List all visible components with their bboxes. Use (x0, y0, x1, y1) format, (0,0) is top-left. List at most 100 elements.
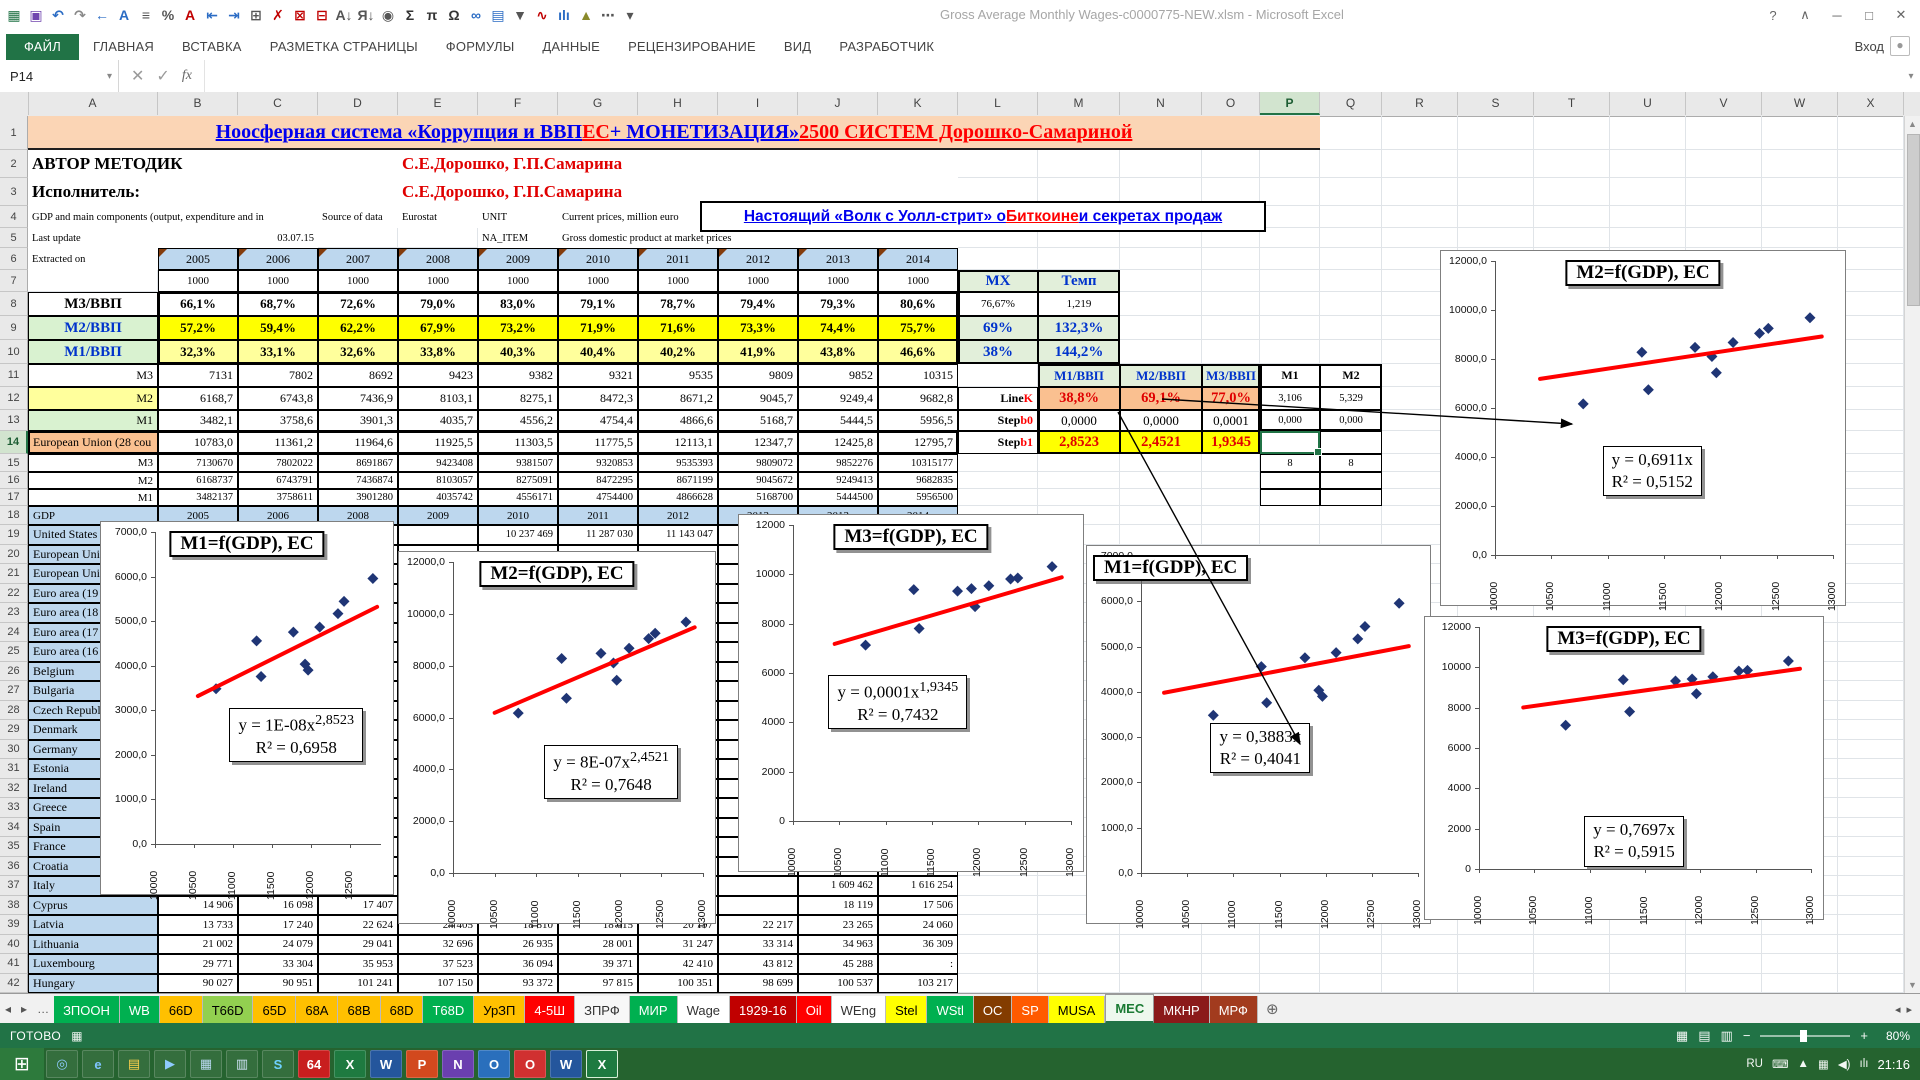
cell-X4[interactable] (1838, 206, 1904, 228)
cell-L42[interactable] (958, 973, 1038, 993)
cell-I13[interactable]: 5168,7 (718, 410, 798, 431)
cell-X41[interactable] (1838, 954, 1904, 974)
cell-F7[interactable]: 1000 (478, 270, 558, 292)
cell-X36[interactable] (1838, 856, 1904, 876)
sheet-tab-Stel[interactable]: Stel (886, 996, 928, 1024)
cell-C12[interactable]: 6743,8 (238, 387, 318, 410)
insert-function-icon[interactable]: fx (181, 68, 192, 83)
cell-M13[interactable]: 0,0000 (1038, 410, 1120, 431)
cell-O8[interactable] (1202, 292, 1260, 316)
cell-N5[interactable] (1120, 228, 1202, 248)
cell-D40[interactable]: 29 041 (318, 934, 398, 954)
cell-K15[interactable]: 10315177 (878, 454, 958, 472)
cell-X25[interactable] (1838, 642, 1904, 662)
cell-P11[interactable]: М1 (1260, 364, 1320, 387)
cell-B11[interactable]: 7131 (158, 364, 238, 387)
cell-A17[interactable]: М1 (28, 489, 158, 506)
sheet-tab-1929-16[interactable]: 1929-16 (730, 996, 797, 1024)
cell-C17[interactable]: 3758611 (238, 489, 318, 506)
hidden-icons-arrow[interactable]: ▲ (1797, 1058, 1809, 1070)
cell-C5[interactable]: 03.07.15 (277, 232, 314, 244)
cell-J15[interactable]: 9852276 (798, 454, 878, 472)
cell-C13[interactable]: 3758,6 (238, 410, 318, 431)
cell-J17[interactable]: 5444500 (798, 489, 878, 506)
cell-F5[interactable]: NA_ITEM (482, 232, 529, 244)
cell-T42[interactable] (1534, 973, 1610, 993)
cell-C9[interactable]: 59,4% (238, 316, 318, 340)
cell-V4[interactable] (1686, 206, 1762, 228)
cell-G5[interactable]: Gross domestic product at market prices (562, 232, 732, 244)
area-chart-button[interactable]: ▲ (579, 7, 593, 23)
cell-H19[interactable]: 11 143 047 (638, 525, 718, 545)
cell-R39[interactable] (1382, 915, 1458, 935)
row-header-30[interactable]: 30 (0, 739, 28, 759)
minimize-button[interactable]: ─ (1832, 7, 1842, 23)
cell-P41[interactable] (1260, 954, 1320, 974)
cell-D10[interactable]: 32,6% (318, 340, 398, 364)
cell-Q3[interactable] (1320, 178, 1382, 206)
zoom-slider[interactable] (1760, 1029, 1851, 1042)
cell-A13[interactable]: М1 (28, 410, 158, 431)
cell-Q8[interactable] (1320, 292, 1382, 316)
cell-O39[interactable] (1202, 915, 1260, 935)
cell-E4[interactable]: Eurostat (402, 211, 437, 223)
row-header-15[interactable]: 15 (0, 454, 28, 472)
row-header-34[interactable]: 34 (0, 817, 28, 837)
row-header-33[interactable]: 33 (0, 798, 28, 818)
sheet-tab-MUSA[interactable]: MUSA (1048, 996, 1106, 1024)
cell-L9[interactable]: 69% (958, 316, 1038, 340)
cell-L15[interactable] (958, 454, 1038, 472)
cell-D42[interactable]: 101 241 (318, 973, 398, 993)
ribbon-tab-файл[interactable]: ФАЙЛ (6, 34, 79, 60)
cell-P13[interactable]: 0,000 (1260, 410, 1320, 431)
cell-O41[interactable] (1202, 954, 1260, 974)
cell-H14[interactable]: 12113,1 (638, 431, 718, 454)
cell-I7[interactable]: 1000 (718, 270, 798, 292)
cell-U42[interactable] (1610, 973, 1686, 993)
sheet-tab-WB[interactable]: WB (119, 996, 160, 1024)
cell-N40[interactable] (1120, 934, 1202, 954)
cell-I40[interactable]: 33 314 (718, 934, 798, 954)
cell-P2[interactable] (1260, 150, 1320, 178)
cell-F40[interactable]: 26 935 (478, 934, 558, 954)
cell-F11[interactable]: 9382 (478, 364, 558, 387)
cell-J42[interactable]: 100 537 (798, 973, 878, 993)
cell-K6[interactable]: 2014 (878, 248, 958, 270)
cell-Q42[interactable] (1320, 973, 1382, 993)
scroll-down-icon[interactable]: ▼ (1908, 980, 1917, 990)
cell-M40[interactable] (1038, 934, 1120, 954)
cell-C11[interactable]: 7802 (238, 364, 318, 387)
cell-N41[interactable] (1120, 954, 1202, 974)
paste-button[interactable]: ▼ (513, 7, 527, 23)
cell-X1[interactable] (1838, 116, 1904, 150)
cell-F42[interactable]: 93 372 (478, 973, 558, 993)
cell-K42[interactable]: 103 217 (878, 973, 958, 993)
cell-O6[interactable] (1202, 248, 1260, 270)
cell-J7[interactable]: 1000 (798, 270, 878, 292)
row-header-20[interactable]: 20 (0, 544, 28, 564)
column-header-G[interactable]: G (558, 92, 638, 115)
normal-view-icon[interactable]: ▦ (1675, 1027, 1689, 1043)
cell-L41[interactable] (958, 954, 1038, 974)
cell-W40[interactable] (1762, 934, 1838, 954)
cell-D17[interactable]: 3901280 (318, 489, 398, 506)
cell-N11[interactable]: М2/ВВП (1120, 364, 1202, 387)
cell-D15[interactable]: 8691867 (318, 454, 398, 472)
cell-T39[interactable] (1534, 915, 1610, 935)
cell-L12[interactable]: Line K (958, 387, 1038, 410)
sheet-tab-УрЗП[interactable]: УрЗП (474, 996, 526, 1024)
chart-m2-linear[interactable]: 12000,0 10000,0 8000,0 6000,0 4000,0 2000,0 0,… (1440, 250, 1846, 611)
internet-explorer-icon[interactable]: e (82, 1050, 114, 1078)
file-explorer-icon[interactable]: ▤ (118, 1050, 150, 1078)
cell-E11[interactable]: 9423 (398, 364, 478, 387)
column-header-O[interactable]: O (1202, 92, 1260, 115)
cell-X20[interactable] (1838, 544, 1904, 564)
cell-F10[interactable]: 40,3% (478, 340, 558, 364)
row-header-25[interactable]: 25 (0, 642, 28, 662)
cell-O7[interactable] (1202, 270, 1260, 292)
row-header-31[interactable]: 31 (0, 759, 28, 779)
cell-F4[interactable]: UNIT (482, 211, 508, 223)
cell-X35[interactable] (1838, 837, 1904, 857)
cell-A10[interactable]: М1/ВВП (28, 340, 158, 364)
cell-F12[interactable]: 8275,1 (478, 387, 558, 410)
